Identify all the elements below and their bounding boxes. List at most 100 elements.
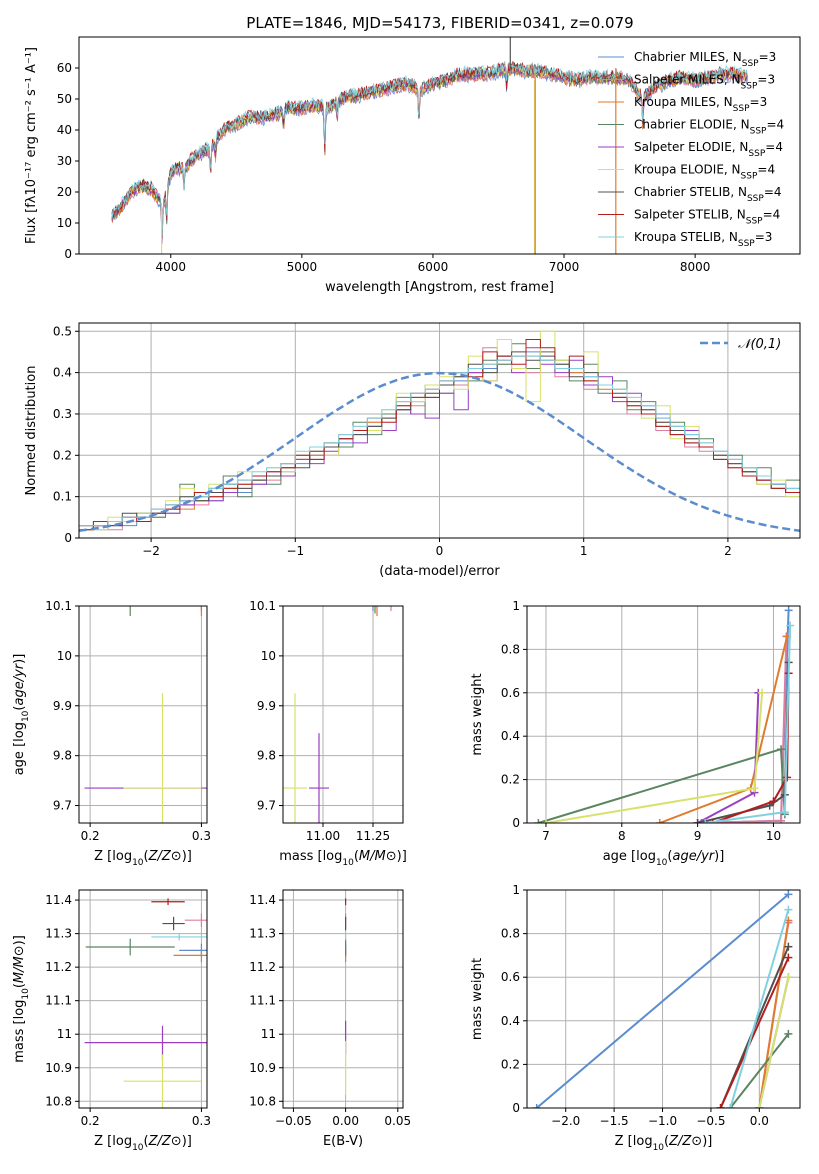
plot-area — [84, 898, 207, 1108]
y-tick-label: 11 — [261, 1027, 276, 1041]
axes-frame — [282, 889, 404, 1109]
x-tick-label: 0.2 — [81, 829, 100, 843]
y-tick-label: 0.6 — [501, 686, 520, 700]
axes-frame — [526, 605, 801, 824]
y-tick-label: 11.1 — [249, 994, 276, 1008]
histogram-step — [79, 330, 800, 531]
y-tick-label: 0 — [64, 247, 72, 261]
y-tick-label: 9.8 — [257, 749, 276, 763]
spectrum-line — [111, 61, 748, 231]
y-tick-label: 0.3 — [53, 407, 72, 421]
y-tick-label: 11.4 — [45, 893, 72, 907]
y-tick-label: 0.8 — [501, 927, 520, 941]
y-tick-label: 11.3 — [45, 927, 72, 941]
x-tick-label: 4000 — [155, 260, 186, 274]
x-tick-label: 6000 — [418, 260, 449, 274]
panel-z_weight: −2.0 −1.5 −1.0 −0.5 0.0 0 0.2 0.4 0.6 0.8 1 Z [log1… — [470, 883, 801, 1153]
x-tick-label: −1.0 — [648, 1114, 677, 1128]
x-tick-label: 10 — [766, 829, 781, 843]
axes-frame — [282, 605, 404, 824]
x-tick-label: 0 — [436, 544, 444, 558]
x-tick-label: 1 — [580, 544, 588, 558]
figure-title: PLATE=1846, MJD=54173, FIBERID=0341, z=0… — [246, 14, 633, 32]
x-axis-label: wavelength [Angstrom, rest frame] — [325, 280, 554, 295]
x-tick-label: 2 — [724, 544, 732, 558]
y-tick-label: 11.3 — [249, 927, 276, 941]
weight-line — [659, 636, 789, 823]
x-tick-label: 8000 — [680, 260, 711, 274]
x-tick-label: 0.2 — [81, 1114, 100, 1128]
y-tick-label: 9.7 — [53, 799, 72, 813]
plot-area — [79, 330, 800, 533]
spectrum-line — [111, 61, 748, 236]
weight-line — [729, 1033, 790, 1108]
weight-line — [538, 747, 786, 823]
x-tick-label: −0.05 — [275, 1114, 312, 1128]
y-tick-label: 10 — [57, 216, 72, 230]
y-tick-label: 50 — [57, 92, 72, 106]
x-tick-label: 11.00 — [306, 829, 340, 843]
y-axis-label: mass [log10(M/M⊙)] — [12, 935, 31, 1063]
x-tick-label: 5000 — [287, 260, 318, 274]
y-tick-label: 0.8 — [501, 642, 520, 656]
y-tick-label: 11 — [57, 1027, 72, 1041]
panel-z_age: 0.2 0.3 9.7 9.8 9.9 10 10.1 Z [log10(Z/Z⊙)] age … — [12, 599, 211, 868]
legend-label: Salpeter MILES, NSSP=3 — [634, 73, 775, 92]
panel-ebv_mass: −0.05 0.00 0.05 10.8 10.9 11 11.1 11.2 11.3 11.4 E… — [249, 889, 411, 1149]
y-tick-label: 0.4 — [501, 729, 520, 743]
y-tick-label: 0.2 — [501, 1057, 520, 1071]
x-tick-label: −1.5 — [600, 1114, 629, 1128]
y-axis-label: Flux [fλ10⁻¹⁷ erg cm⁻² s⁻¹ A⁻¹] — [24, 47, 39, 244]
axes-frame — [78, 605, 208, 824]
legend-label: Salpeter STELIB, NSSP=4 — [634, 208, 780, 227]
weight-line — [719, 957, 790, 1108]
legend-label: 𝒩(0,1) — [738, 337, 781, 352]
y-tick-label: 11.2 — [249, 960, 276, 974]
x-tick-label: 0.3 — [192, 829, 211, 843]
panel-mass_age: 11.00 11.25 9.7 9.8 9.9 10 10.1 mass [log10(M/M… — [249, 599, 407, 868]
y-tick-label: 10.9 — [45, 1061, 72, 1075]
y-tick-label: 0.5 — [53, 324, 72, 338]
x-tick-label: 0.05 — [384, 1114, 411, 1128]
y-tick-label: 20 — [57, 185, 72, 199]
panel-histogram: −2 −1 0 1 2 0 0.1 0.2 0.3 0.4 0.5 (data-model)/erro… — [24, 322, 801, 579]
axes-frame — [526, 889, 801, 1109]
y-axis-label: mass weight — [470, 673, 485, 755]
y-tick-label: 11.4 — [249, 893, 276, 907]
x-axis-label: age [log10(age/yr)] — [603, 849, 725, 868]
x-tick-label: −2 — [142, 544, 160, 558]
y-tick-label: 11.2 — [45, 960, 72, 974]
y-axis-label: Normed distribution — [24, 366, 39, 496]
x-axis-label: E(B-V) — [323, 1134, 363, 1149]
weight-line — [758, 920, 790, 1108]
plot-area — [84, 606, 207, 823]
y-tick-label: 9.8 — [53, 749, 72, 763]
legend-label: Chabrier STELIB, NSSP=4 — [634, 185, 782, 204]
y-tick-label: 0 — [512, 816, 520, 830]
histogram-step — [79, 355, 800, 527]
y-tick-label: 9.9 — [257, 699, 276, 713]
legend-label: Kroupa MILES, NSSP=3 — [634, 95, 767, 114]
y-tick-label: 40 — [57, 123, 72, 137]
y-tick-label: 0.6 — [501, 970, 520, 984]
plot-area — [532, 890, 793, 1108]
x-tick-label: 9 — [694, 829, 702, 843]
y-tick-label: 9.9 — [53, 699, 72, 713]
x-tick-label: 0.00 — [332, 1114, 359, 1128]
plot-area — [534, 606, 795, 823]
x-tick-label: 7 — [542, 829, 550, 843]
y-tick-label: 9.7 — [257, 799, 276, 813]
y-tick-label: 11.1 — [45, 994, 72, 1008]
histogram-step — [79, 351, 800, 527]
x-tick-label: 11.25 — [356, 829, 390, 843]
x-tick-label: −2.0 — [551, 1114, 580, 1128]
y-axis-label: mass weight — [470, 958, 485, 1040]
y-tick-label: 10.9 — [249, 1061, 276, 1075]
legend-label: Kroupa STELIB, NSSP=3 — [634, 230, 772, 249]
y-tick-label: 10 — [57, 649, 72, 663]
y-tick-label: 0.1 — [53, 490, 72, 504]
y-tick-label: 10 — [261, 649, 276, 663]
legend: Chabrier MILES, NSSP=3 Salpeter MILES, NS… — [598, 50, 784, 249]
x-tick-label: −0.5 — [696, 1114, 725, 1128]
